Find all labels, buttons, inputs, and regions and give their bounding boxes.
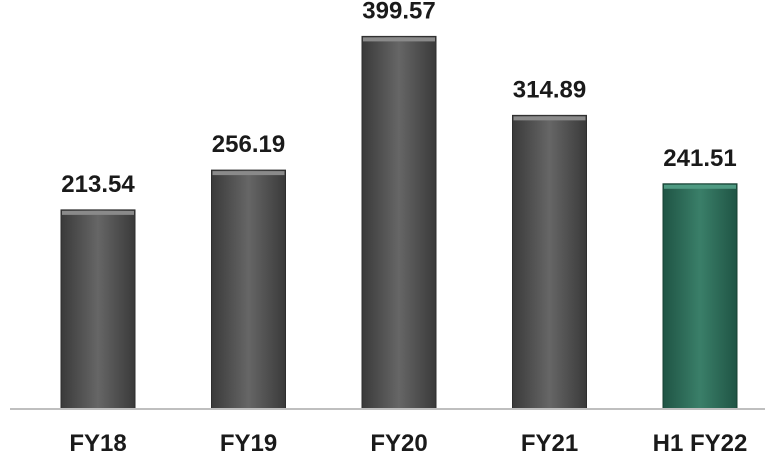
x-tick-label-fy21: FY21 bbox=[521, 430, 578, 457]
x-tick-label-fy20: FY20 bbox=[370, 430, 427, 457]
bars-group bbox=[60, 35, 738, 410]
bar-fy18 bbox=[60, 209, 136, 410]
bar-bevel-h1-fy22 bbox=[664, 184, 736, 189]
bar-fy20 bbox=[361, 35, 437, 410]
data-label-fy19: 256.19 bbox=[212, 131, 285, 158]
data-label-fy21: 314.89 bbox=[513, 76, 586, 103]
bar-bevel-fy19 bbox=[212, 171, 285, 176]
bar-fy21 bbox=[512, 114, 587, 410]
data-label-fy18: 213.54 bbox=[61, 171, 135, 198]
x-tick-label-fy18: FY18 bbox=[69, 430, 126, 457]
x-tick-label-fy19: FY19 bbox=[220, 430, 277, 457]
x-tick-labels-group: FY18 FY19 FY20 FY21 H1 FY22 bbox=[69, 430, 747, 457]
value-labels-group: 213.54 256.19 399.57 314.89 241.51 bbox=[61, 0, 736, 198]
data-label-fy20: 399.57 bbox=[362, 0, 435, 24]
bar-bevel-fy18 bbox=[62, 210, 134, 215]
bar-bevel-fy21 bbox=[513, 116, 586, 121]
x-tick-label-h1-fy22: H1 FY22 bbox=[653, 430, 748, 457]
data-label-h1-fy22: 241.51 bbox=[663, 145, 736, 172]
bar-h1-fy22 bbox=[662, 183, 738, 410]
bar-bevel-fy20 bbox=[363, 37, 435, 42]
bar-fy19 bbox=[211, 169, 286, 410]
